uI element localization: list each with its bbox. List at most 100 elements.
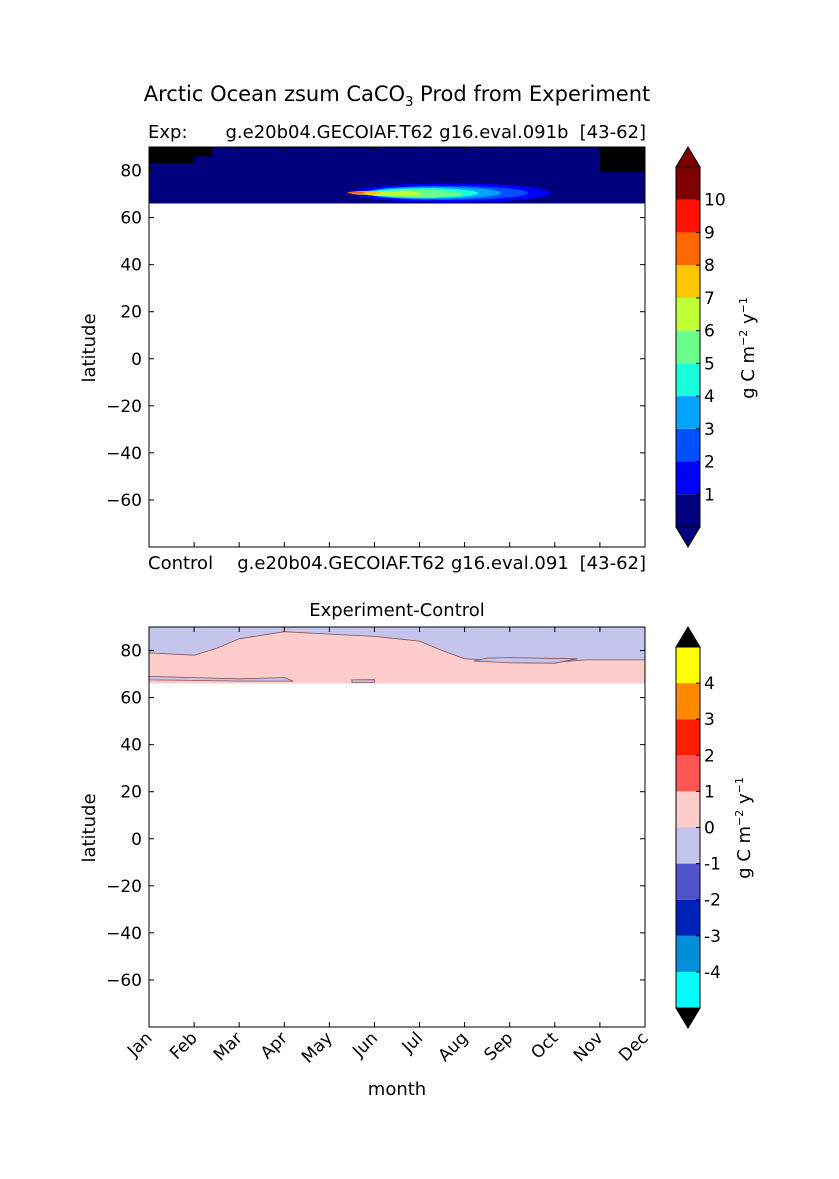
colorbar-tick-label: 6 <box>704 322 715 342</box>
colorbar-tick-label: 10 <box>704 191 726 211</box>
colorbar-extend-top <box>675 626 701 648</box>
panel2-left-label: Control <box>148 553 213 574</box>
negative-bands <box>149 627 645 683</box>
colorbar-tick-label: 1 <box>704 485 715 505</box>
panel1-left-label: Exp: <box>148 122 188 143</box>
colorbar-extend-bottom <box>675 526 701 548</box>
colorbar-segment <box>676 396 700 429</box>
contour-blobs <box>347 183 551 203</box>
colorbar-segment <box>676 232 700 266</box>
x-tick-label: Feb <box>166 1028 201 1063</box>
y-tick-label: 40 <box>120 736 142 756</box>
colorbar-segment <box>676 363 700 397</box>
y-tick-label: 60 <box>120 689 142 709</box>
y-tick-label: 80 <box>120 162 142 182</box>
colorbar-segment <box>676 971 700 1008</box>
nodata-region <box>599 147 645 172</box>
x-tick-label: Jun <box>348 1028 382 1062</box>
panel2-case-label: g.e20b04.GECOIAF.T62 g16.eval.091 <box>237 553 569 574</box>
plot-frame <box>148 626 646 1028</box>
colorbar-segment <box>676 297 700 331</box>
x-tick-label: Jan <box>123 1028 156 1061</box>
x-tick-label: Apr <box>257 1028 292 1063</box>
colorbar-segment <box>676 428 700 462</box>
experiment-panel: Exp: g.e20b04.GECOIAF.T62 g16.eval.091b … <box>79 122 759 548</box>
colorbar-tick-label: 1 <box>704 782 715 802</box>
colorbar-tick-label: 0 <box>704 819 715 839</box>
colorbar-segment <box>676 461 700 495</box>
panel2-years-label: [43-62] <box>580 553 646 574</box>
y-tick-label: 0 <box>131 350 142 370</box>
y-tick-label: −40 <box>106 924 142 944</box>
colorbar-tick-label: -1 <box>704 855 721 875</box>
negative-band <box>149 675 294 682</box>
colorbar-tick-label: 5 <box>704 354 715 374</box>
colorbar-tick-label: 2 <box>704 453 715 473</box>
panel2-title: Experiment-Control <box>309 600 485 621</box>
x-tick-label: Sep <box>480 1028 517 1065</box>
colorbar-tick-label: 2 <box>704 746 715 766</box>
colorbar-tick-label: -4 <box>704 963 721 983</box>
x-tick-label: May <box>298 1028 337 1067</box>
panel1-years-label: [43-62] <box>580 122 646 143</box>
nodata-region <box>149 147 195 164</box>
nodata-region <box>194 147 213 157</box>
colorbar-tick-label: 3 <box>704 710 715 730</box>
panel1-case-label: g.e20b04.GECOIAF.T62 g16.eval.091b <box>226 122 569 143</box>
y-tick-label: 0 <box>131 830 142 850</box>
colorbar-segment <box>676 683 700 720</box>
panel2-colorbar-label: g C m−2 y−1 <box>733 777 755 879</box>
difference-panel: Control g.e20b04.GECOIAF.T62 g16.eval.09… <box>79 553 755 1100</box>
negative-band <box>149 627 645 663</box>
y-tick-label: −60 <box>106 491 142 511</box>
colorbar-segment <box>676 199 700 233</box>
colorbar-extend-top <box>675 146 701 168</box>
colorbar-tick-label: 9 <box>704 223 715 243</box>
difference-plot-area: 80 60 40 20 0 −20 −40 −60 Jan Feb Mar Apr May Jun Jul A… <box>106 626 653 1067</box>
plot-frame <box>148 146 646 548</box>
x-tick-label: Aug <box>435 1028 473 1066</box>
y-tick-label: −60 <box>106 971 142 991</box>
experiment-plot-area: 80 60 40 20 0 −20 −40 −60 <box>106 146 646 548</box>
y-tick-label: 20 <box>120 303 142 323</box>
y-tick-label: 80 <box>120 642 142 662</box>
colorbar-segment <box>676 265 700 298</box>
contour-blob <box>347 191 366 194</box>
y-tick-label: −40 <box>106 444 142 464</box>
colorbar-segment <box>676 755 700 792</box>
y-tick-label: 60 <box>120 209 142 229</box>
colorbar-segment <box>676 863 700 900</box>
colorbar-tick-label: 3 <box>704 420 715 440</box>
x-tick-label: Oct <box>527 1028 562 1063</box>
colorbar-segment <box>676 647 700 684</box>
x-tick-label: Mar <box>210 1028 247 1065</box>
figure-title: Arctic Ocean zsum CaCO3 Prod from Experi… <box>144 82 651 110</box>
negative-band <box>473 657 578 664</box>
experiment-colorbar: 1 2 3 4 5 6 7 8 9 10 <box>675 146 726 548</box>
x-tick-label: Dec <box>615 1028 652 1065</box>
panel2-xlabel: month <box>368 1079 426 1100</box>
panel1-ylabel: latitude <box>79 313 100 382</box>
difference-colorbar: -4 -3 -2 -1 0 1 2 3 4 <box>675 626 721 1029</box>
colorbar-segment <box>676 330 700 364</box>
colorbar-tick-label: 4 <box>704 387 715 407</box>
y-tick-label: 20 <box>120 783 142 803</box>
colorbar-tick-label: -2 <box>704 891 721 911</box>
colorbar-segment <box>676 167 700 200</box>
colorbar-frame <box>675 166 701 528</box>
colorbar-segment <box>676 791 700 828</box>
colorbar-tick-label: -3 <box>704 927 721 947</box>
y-tick-label: −20 <box>106 397 142 417</box>
colorbar-segment <box>676 494 700 527</box>
colorbar-tick-label: 7 <box>704 289 715 309</box>
x-tick-label: Nov <box>570 1028 608 1066</box>
panel1-colorbar-label: g C m−2 y−1 <box>737 297 759 399</box>
colorbar-segment <box>676 935 700 972</box>
colorbar-segment <box>676 899 700 936</box>
y-tick-label: −20 <box>106 877 142 897</box>
panel2-ylabel: latitude <box>79 793 100 862</box>
colorbar-segment <box>676 719 700 756</box>
colorbar-segment <box>676 827 700 864</box>
colorbar-extend-bottom <box>675 1007 701 1029</box>
